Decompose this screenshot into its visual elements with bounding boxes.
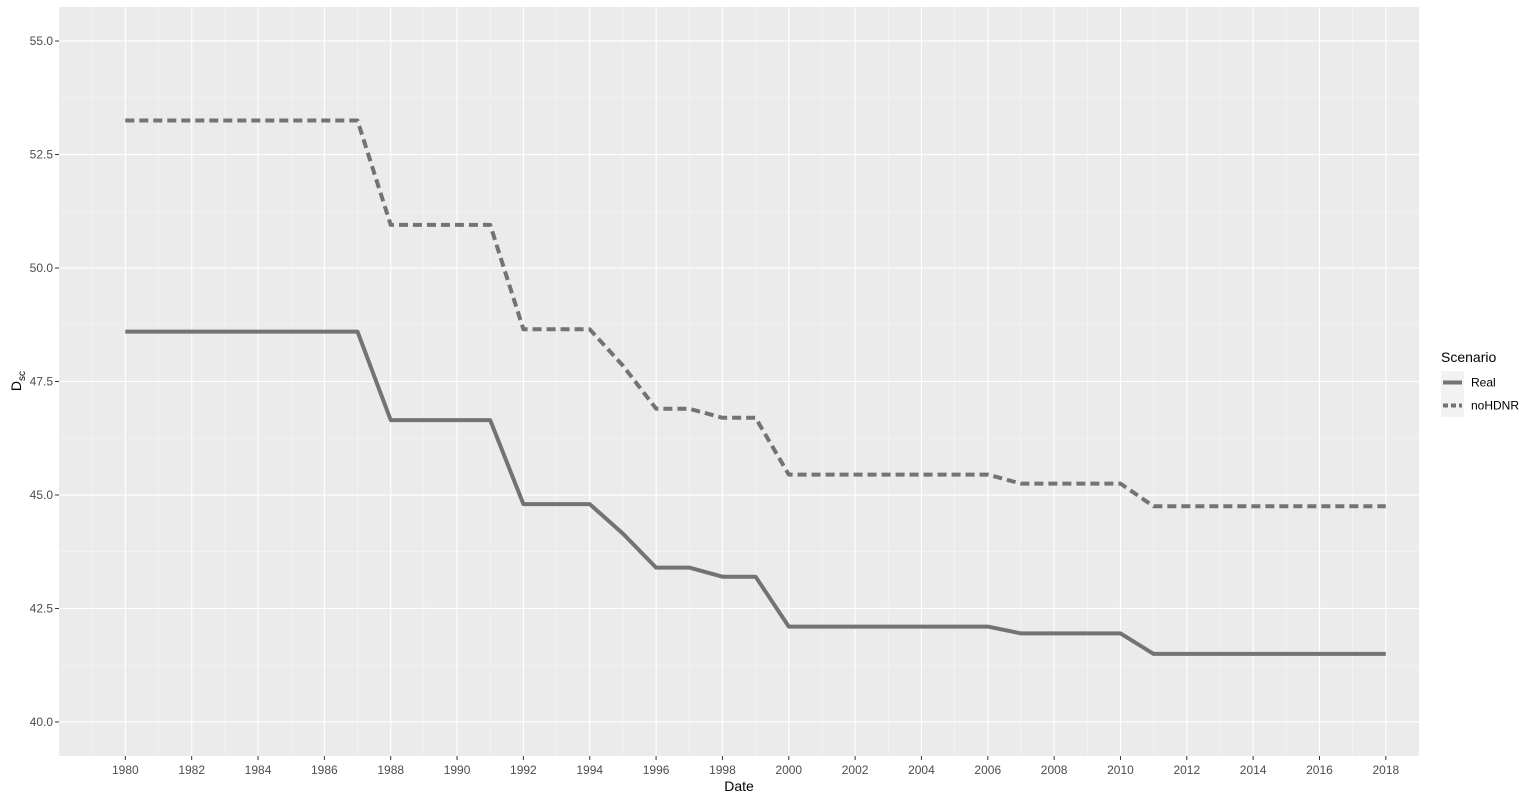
y-axis-title-main: D [8, 381, 24, 391]
x-tick-label: 1980 [112, 763, 139, 777]
x-tick-label: 2008 [1041, 763, 1068, 777]
y-axis: 40.0 42.5 45.0 47.5 50.0 52.5 55.0 [30, 34, 59, 729]
y-tick-label: 40.0 [30, 715, 54, 729]
y-tick-label: 45.0 [30, 488, 54, 502]
x-tick-label: 2002 [842, 763, 869, 777]
x-tick-label: 2006 [974, 763, 1001, 777]
y-tick-label: 42.5 [30, 601, 54, 615]
legend: Scenario Real noHDNR [1441, 349, 1519, 417]
x-tick-label: 1988 [377, 763, 404, 777]
x-tick-label: 1996 [643, 763, 670, 777]
x-tick-label: 2004 [908, 763, 935, 777]
x-tick-label: 1992 [510, 763, 537, 777]
legend-label-real: Real [1471, 376, 1496, 390]
x-axis: 1980 1982 1984 1986 1988 1990 1992 1994 1996 1998… [112, 756, 1399, 777]
y-tick-label: 50.0 [30, 261, 54, 275]
series-layer [125, 118, 1386, 656]
x-tick-label: 2010 [1107, 763, 1134, 777]
legend-label-nohdnr: noHDNR [1471, 399, 1519, 413]
y-axis-title-subscript: sc [17, 371, 28, 381]
x-tick-label: 1994 [576, 763, 603, 777]
y-tick-label: 55.0 [30, 34, 54, 48]
y-tick-label: 47.5 [30, 375, 54, 389]
series-line-real [125, 329, 1386, 656]
x-tick-label: 1998 [709, 763, 736, 777]
x-tick-label: 2018 [1372, 763, 1399, 777]
x-tick-label: 1986 [311, 763, 338, 777]
x-tick-label: 2016 [1306, 763, 1333, 777]
x-tick-label: 1984 [245, 763, 272, 777]
x-tick-label: 1982 [178, 763, 205, 777]
y-axis-title: Dsc [8, 371, 28, 391]
legend-title: Scenario [1441, 349, 1496, 365]
series-line-nohdnr [125, 118, 1386, 509]
x-tick-label: 2000 [775, 763, 802, 777]
x-tick-label: 2014 [1240, 763, 1267, 777]
x-tick-label: 1990 [444, 763, 471, 777]
legend-items: Real noHDNR [1441, 371, 1519, 417]
grid-major [59, 7, 1419, 756]
x-axis-title: Date [724, 778, 754, 794]
x-tick-label: 2012 [1173, 763, 1200, 777]
y-tick-label: 52.5 [30, 148, 54, 162]
